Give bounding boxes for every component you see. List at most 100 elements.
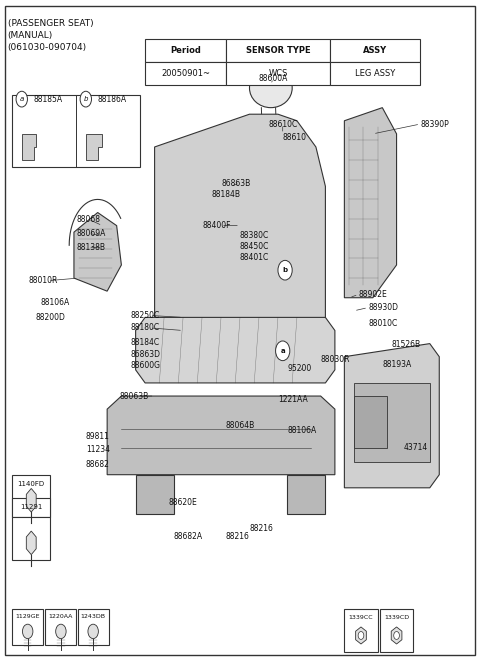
Circle shape [276,341,290,361]
Text: 88216: 88216 [250,524,274,533]
Polygon shape [391,627,402,644]
Text: 89811: 89811 [86,432,110,441]
Polygon shape [22,134,36,160]
Text: 88063B: 88063B [119,391,148,401]
Text: ASSY: ASSY [363,46,387,55]
Text: 88610: 88610 [283,133,307,141]
Polygon shape [86,134,102,160]
Text: 1339CD: 1339CD [384,615,409,621]
Text: 88600G: 88600G [131,361,161,369]
Bar [12,475,50,518]
Text: 88186A: 88186A [97,95,127,104]
Polygon shape [356,627,366,644]
Bar [46,609,76,645]
Text: 88193A: 88193A [383,360,411,369]
Bar [330,39,420,61]
Text: 88682A: 88682A [174,532,203,541]
Text: 88106A: 88106A [41,298,70,307]
Polygon shape [26,488,36,512]
Text: 88068: 88068 [76,215,100,223]
Bar [380,609,413,652]
Ellipse shape [250,68,292,108]
Text: SENSOR TYPE: SENSOR TYPE [246,46,310,55]
Bar [78,609,108,645]
Text: 1243DB: 1243DB [81,615,106,619]
Bar [354,396,387,448]
Text: 81526B: 81526B [392,340,421,350]
Circle shape [358,631,364,639]
Text: 88010R: 88010R [29,276,58,285]
Text: b: b [283,267,288,273]
Text: 88610C: 88610C [268,120,298,128]
Text: (PASSENGER SEAT): (PASSENGER SEAT) [8,19,93,28]
Text: a: a [280,348,285,354]
Text: 43714: 43714 [404,443,428,451]
Bar [12,498,50,518]
Text: 88138B: 88138B [76,243,105,252]
Polygon shape [107,396,335,475]
Text: LEG ASSY: LEG ASSY [355,69,396,78]
Text: (MANUAL): (MANUAL) [8,31,53,40]
Circle shape [23,624,33,639]
Circle shape [278,260,292,280]
Circle shape [80,91,92,107]
Text: 88216: 88216 [226,532,250,541]
Bar [12,518,50,560]
Text: 88620E: 88620E [169,498,198,507]
Text: 88064B: 88064B [226,421,255,430]
Bar [330,61,420,85]
Text: 88250C: 88250C [131,311,160,320]
Text: 88010C: 88010C [368,319,397,329]
Text: 88185A: 88185A [34,95,63,104]
Circle shape [88,624,98,639]
Bar [12,609,43,645]
Text: b: b [84,96,88,102]
Text: Period: Period [170,46,201,55]
Circle shape [394,631,399,639]
Polygon shape [155,114,325,330]
Text: 95200: 95200 [288,364,312,373]
Text: (061030-090704): (061030-090704) [8,43,87,52]
Bar [145,39,226,61]
Polygon shape [344,344,439,488]
Text: a: a [20,96,24,102]
Text: 88401C: 88401C [240,253,269,262]
Polygon shape [136,475,174,514]
Polygon shape [288,475,325,514]
Text: 11291: 11291 [20,504,42,510]
Polygon shape [136,317,335,383]
Text: 1339CC: 1339CC [348,615,373,621]
Text: 88600A: 88600A [259,73,288,83]
Bar [12,95,140,167]
Circle shape [16,91,27,107]
Text: 88106A: 88106A [288,426,317,435]
Text: WCS: WCS [268,69,288,78]
Circle shape [56,624,66,639]
Text: 88030R: 88030R [321,356,350,364]
Text: 88682: 88682 [86,460,110,469]
Text: 88450C: 88450C [240,242,269,251]
Text: 11234: 11234 [86,446,110,454]
Polygon shape [26,531,36,555]
Text: 20050901~: 20050901~ [161,69,210,78]
Text: 88930D: 88930D [368,303,398,312]
Text: 88390P: 88390P [420,120,449,128]
Text: 1140FD: 1140FD [18,481,45,487]
Text: 88184B: 88184B [212,190,240,199]
Text: 1129GE: 1129GE [15,615,40,619]
Text: 88902E: 88902E [359,290,387,299]
Bar [344,609,378,652]
Text: 86863B: 86863B [221,178,250,188]
Bar [354,383,430,461]
Text: 88200D: 88200D [36,313,66,322]
Text: 88184C: 88184C [131,338,160,347]
Text: 88400F: 88400F [202,221,230,230]
Text: 1220AA: 1220AA [48,615,73,619]
Text: 88069A: 88069A [76,229,106,238]
Text: 1221AA: 1221AA [278,395,308,404]
Bar [145,61,226,85]
Bar [226,39,330,61]
Bar [226,61,330,85]
Polygon shape [344,108,396,297]
Text: 86863D: 86863D [131,350,161,359]
